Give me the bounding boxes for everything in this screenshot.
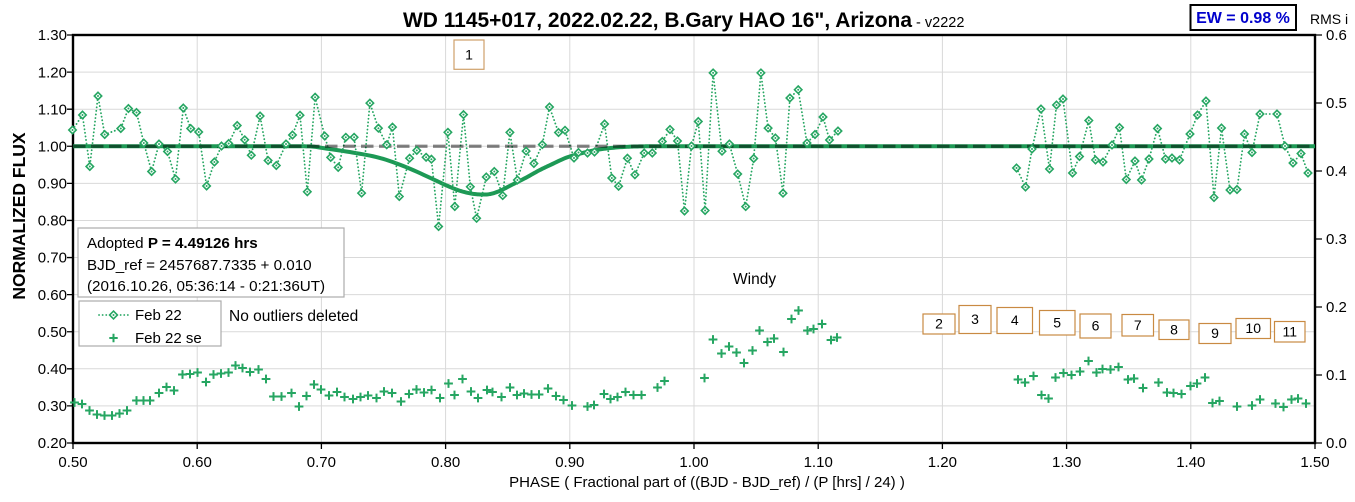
svg-text:7: 7 [1134,317,1142,333]
svg-text:0.80: 0.80 [431,454,460,471]
svg-text:0.2: 0.2 [1326,299,1347,316]
svg-text:0.40: 0.40 [38,361,67,378]
svg-text:3: 3 [971,311,979,327]
svg-text:1.50: 1.50 [1300,454,1329,471]
svg-text:5: 5 [1053,314,1061,330]
svg-text:0.20: 0.20 [38,435,67,452]
svg-text:BJD_ref = 2457687.7335 + 0.010: BJD_ref = 2457687.7335 + 0.010 [87,257,312,274]
svg-text:8: 8 [1170,321,1178,337]
svg-text:0.5: 0.5 [1326,95,1347,112]
svg-text:1.00: 1.00 [38,139,67,156]
svg-text:0.0: 0.0 [1326,435,1347,452]
svg-text:11: 11 [1283,323,1298,339]
svg-text:1.10: 1.10 [804,454,833,471]
svg-text:2: 2 [935,316,943,332]
svg-text:Adopted P = 4.49126 hrs: Adopted P = 4.49126 hrs [87,235,258,252]
svg-text:4: 4 [1011,312,1019,328]
svg-text:1.30: 1.30 [1052,454,1081,471]
svg-text:PHASE ( Fractional part of ((B: PHASE ( Fractional part of ((BJD - BJD_r… [509,474,905,491]
svg-text:0.30: 0.30 [38,398,67,415]
svg-text:0.50: 0.50 [58,454,87,471]
svg-text:1: 1 [465,46,473,62]
svg-text:1.20: 1.20 [928,454,957,471]
svg-text:1.20: 1.20 [38,64,67,81]
svg-text:EW = 0.98 %: EW = 0.98 % [1196,10,1290,27]
svg-text:0.1: 0.1 [1326,367,1347,384]
svg-text:0.70: 0.70 [38,250,67,267]
svg-text:0.80: 0.80 [38,213,67,230]
svg-text:0.50: 0.50 [38,324,67,341]
svg-text:(2016.10.26, 05:36:14 - 0:21:3: (2016.10.26, 05:36:14 - 0:21:36UT) [87,278,325,295]
svg-text:0.6: 0.6 [1326,27,1347,44]
svg-text:No outliers deleted: No outliers deleted [229,308,358,325]
svg-text:0.4: 0.4 [1326,163,1347,180]
svg-text:Windy: Windy [733,271,776,288]
svg-text:WD 1145+017, 2022.02.22, B.Gar: WD 1145+017, 2022.02.22, B.Gary HAO 16",… [403,9,964,32]
svg-text:Feb 22: Feb 22 [135,307,182,324]
svg-text:9: 9 [1211,325,1219,341]
svg-text:Feb 22 se: Feb 22 se [135,330,202,347]
svg-text:6: 6 [1092,318,1100,334]
svg-text:10: 10 [1245,320,1261,336]
svg-text:0.70: 0.70 [307,454,336,471]
svg-text:1.40: 1.40 [1176,454,1205,471]
svg-text:0.90: 0.90 [38,176,67,193]
svg-text:0.60: 0.60 [183,454,212,471]
svg-text:1.00: 1.00 [679,454,708,471]
svg-text:NORMALIZED FLUX: NORMALIZED FLUX [9,132,29,300]
svg-text:0.3: 0.3 [1326,231,1347,248]
svg-text:0.90: 0.90 [555,454,584,471]
svg-text:1.30: 1.30 [38,27,67,44]
svg-text:RMS i: RMS i [1310,11,1348,27]
svg-text:1.10: 1.10 [38,101,67,118]
svg-text:0.60: 0.60 [38,287,67,304]
